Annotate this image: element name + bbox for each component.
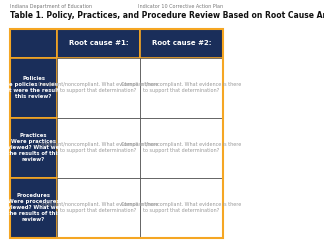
- FancyBboxPatch shape: [10, 118, 57, 178]
- Text: Root cause #2:: Root cause #2:: [152, 40, 211, 46]
- Text: Indicator 10 Corrective Action Plan: Indicator 10 Corrective Action Plan: [138, 4, 223, 9]
- FancyBboxPatch shape: [10, 178, 57, 238]
- Text: Policies
Were policies reviewed?
What were the results of
this review?: Policies Were policies reviewed? What we…: [0, 76, 71, 99]
- Text: Procedures
Were procedures
reviewed? What were
the results of this
review?: Procedures Were procedures reviewed? Wha…: [1, 194, 66, 222]
- FancyBboxPatch shape: [140, 29, 223, 58]
- FancyBboxPatch shape: [57, 118, 140, 178]
- FancyBboxPatch shape: [10, 58, 57, 118]
- Text: Compliant/noncompliant. What evidence is there
to support that determination?: Compliant/noncompliant. What evidence is…: [38, 82, 159, 93]
- Text: Compliant/noncompliant. What evidence is there
to support that determination?: Compliant/noncompliant. What evidence is…: [122, 202, 242, 213]
- Text: Compliant/noncompliant. What evidence is there
to support that determination?: Compliant/noncompliant. What evidence is…: [122, 82, 242, 93]
- Text: Compliant/noncompliant. What evidence is there
to support that determination?: Compliant/noncompliant. What evidence is…: [38, 142, 159, 153]
- FancyBboxPatch shape: [140, 178, 223, 238]
- FancyBboxPatch shape: [57, 178, 140, 238]
- FancyBboxPatch shape: [140, 58, 223, 118]
- Text: Root cause #1:: Root cause #1:: [69, 40, 128, 46]
- Text: Compliant/noncompliant. What evidence is there
to support that determination?: Compliant/noncompliant. What evidence is…: [38, 202, 159, 213]
- FancyBboxPatch shape: [57, 58, 140, 118]
- FancyBboxPatch shape: [140, 118, 223, 178]
- Text: Indiana Department of Education: Indiana Department of Education: [10, 4, 92, 9]
- Text: Compliant/noncompliant. What evidence is there
to support that determination?: Compliant/noncompliant. What evidence is…: [122, 142, 242, 153]
- FancyBboxPatch shape: [10, 29, 57, 58]
- Text: Table 1. Policy, Practices, and Procedure Review Based on Root Cause Analysis: Table 1. Policy, Practices, and Procedur…: [10, 11, 324, 20]
- Text: Practices
Were practices
reviewed? What were
the results of this
review?: Practices Were practices reviewed? What …: [1, 134, 66, 162]
- FancyBboxPatch shape: [57, 29, 140, 58]
